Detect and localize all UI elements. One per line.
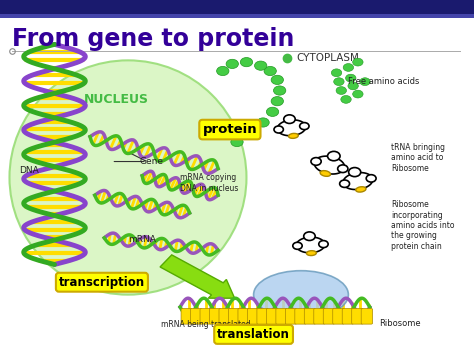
Ellipse shape	[320, 171, 330, 176]
Circle shape	[348, 82, 358, 90]
Text: mRNA being translated: mRNA being translated	[161, 320, 251, 329]
FancyBboxPatch shape	[314, 308, 325, 324]
Circle shape	[337, 165, 348, 173]
Text: DNA: DNA	[19, 166, 39, 175]
Circle shape	[334, 78, 344, 86]
Circle shape	[264, 66, 276, 76]
Polygon shape	[314, 156, 345, 174]
FancyBboxPatch shape	[266, 308, 278, 324]
FancyBboxPatch shape	[352, 308, 363, 324]
FancyBboxPatch shape	[295, 308, 306, 324]
Text: mRNA copying
DNA in nucleus: mRNA copying DNA in nucleus	[180, 173, 238, 192]
FancyBboxPatch shape	[200, 308, 211, 324]
Circle shape	[257, 118, 269, 127]
Ellipse shape	[9, 60, 246, 295]
Ellipse shape	[289, 133, 298, 138]
Circle shape	[273, 86, 286, 95]
Circle shape	[271, 97, 283, 106]
Text: Ribosome
incorporating
amino acids into
the growing
protein chain: Ribosome incorporating amino acids into …	[391, 200, 455, 251]
Text: Gene: Gene	[140, 157, 164, 166]
Circle shape	[245, 129, 257, 138]
Circle shape	[293, 242, 302, 249]
Polygon shape	[343, 173, 373, 190]
Circle shape	[311, 158, 321, 165]
Ellipse shape	[356, 187, 366, 192]
FancyBboxPatch shape	[323, 308, 335, 324]
Circle shape	[353, 90, 363, 98]
Circle shape	[340, 180, 349, 187]
Circle shape	[226, 59, 238, 69]
FancyBboxPatch shape	[247, 308, 259, 324]
FancyBboxPatch shape	[285, 308, 297, 324]
FancyBboxPatch shape	[228, 308, 240, 324]
Circle shape	[271, 75, 283, 84]
Text: CYTOPLASM: CYTOPLASM	[296, 53, 359, 62]
FancyBboxPatch shape	[181, 308, 192, 324]
Circle shape	[304, 232, 315, 240]
Ellipse shape	[307, 251, 316, 256]
Circle shape	[217, 66, 229, 76]
Circle shape	[366, 175, 376, 182]
Bar	[0, 14, 474, 18]
Text: NUCLEUS: NUCLEUS	[83, 93, 149, 106]
Circle shape	[343, 64, 354, 71]
Ellipse shape	[254, 271, 348, 319]
FancyBboxPatch shape	[210, 308, 221, 324]
FancyBboxPatch shape	[191, 308, 202, 324]
Circle shape	[336, 87, 346, 94]
FancyBboxPatch shape	[276, 308, 287, 324]
Circle shape	[360, 78, 370, 86]
FancyBboxPatch shape	[257, 308, 268, 324]
Circle shape	[319, 241, 328, 248]
Circle shape	[346, 74, 356, 82]
Text: tRNA bringing
amino acid to
Ribosome: tRNA bringing amino acid to Ribosome	[391, 143, 445, 173]
Polygon shape	[296, 237, 325, 253]
Circle shape	[300, 122, 309, 130]
Polygon shape	[277, 120, 306, 136]
FancyBboxPatch shape	[304, 308, 316, 324]
Circle shape	[240, 58, 253, 67]
Text: translation: translation	[217, 328, 290, 341]
Circle shape	[331, 69, 342, 77]
Circle shape	[341, 95, 351, 103]
FancyArrow shape	[160, 255, 235, 298]
Circle shape	[255, 61, 267, 70]
Text: mRNA: mRNA	[128, 235, 156, 244]
Circle shape	[328, 151, 340, 161]
Text: Ribosome: Ribosome	[379, 318, 421, 328]
Text: Free amino acids: Free amino acids	[348, 77, 420, 86]
Circle shape	[266, 107, 279, 116]
Text: protein: protein	[202, 123, 257, 136]
Circle shape	[274, 126, 283, 133]
Text: transcription: transcription	[59, 276, 145, 289]
FancyBboxPatch shape	[219, 308, 230, 324]
Circle shape	[284, 115, 295, 124]
Circle shape	[348, 168, 361, 177]
Bar	[0, 0, 474, 15]
Circle shape	[353, 58, 363, 66]
Text: From gene to protein: From gene to protein	[12, 27, 294, 51]
Circle shape	[231, 137, 243, 147]
FancyBboxPatch shape	[333, 308, 344, 324]
FancyBboxPatch shape	[238, 308, 249, 324]
FancyBboxPatch shape	[361, 308, 373, 324]
FancyBboxPatch shape	[342, 308, 354, 324]
